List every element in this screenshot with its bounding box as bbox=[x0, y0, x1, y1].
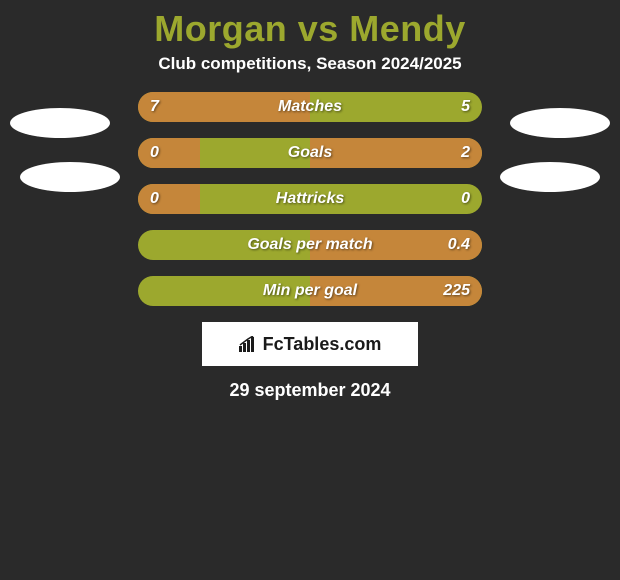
logo-text: FcTables.com bbox=[263, 334, 382, 355]
avatar-right-2 bbox=[500, 162, 600, 192]
stat-value-left: 0 bbox=[150, 144, 159, 162]
stat-value-right: 0 bbox=[461, 190, 470, 208]
stat-value-right: 5 bbox=[461, 98, 470, 116]
avatar-left-1 bbox=[10, 108, 110, 138]
stat-row: Min per goal 225 bbox=[138, 276, 482, 306]
avatar-left-2 bbox=[20, 162, 120, 192]
stat-row: 7 Matches 5 bbox=[138, 92, 482, 122]
stat-value-left: 0 bbox=[150, 190, 159, 208]
stat-row: 0 Goals 2 bbox=[138, 138, 482, 168]
stat-row: 0 Hattricks 0 bbox=[138, 184, 482, 214]
bar-fill-left bbox=[138, 138, 200, 168]
comparison-content: 7 Matches 5 0 Goals 2 0 Hattricks 0 Goals per mat… bbox=[0, 92, 620, 306]
stat-bars: 7 Matches 5 0 Goals 2 0 Hattricks 0 Goals per mat… bbox=[138, 92, 482, 306]
date-label: 29 september 2024 bbox=[0, 380, 620, 401]
page-title: Morgan vs Mendy bbox=[0, 0, 620, 54]
bar-fill-right bbox=[310, 138, 482, 168]
stat-label: Hattricks bbox=[276, 190, 344, 208]
stat-label: Min per goal bbox=[263, 282, 357, 300]
stat-value-right: 225 bbox=[443, 282, 470, 300]
subtitle: Club competitions, Season 2024/2025 bbox=[0, 54, 620, 92]
bar-fill-left bbox=[138, 184, 200, 214]
logo: FcTables.com bbox=[239, 334, 382, 355]
stat-label: Matches bbox=[278, 98, 342, 116]
stat-value-right: 2 bbox=[461, 144, 470, 162]
stat-label: Goals bbox=[288, 144, 332, 162]
avatar-right-1 bbox=[510, 108, 610, 138]
logo-box: FcTables.com bbox=[202, 322, 418, 366]
stat-value-left: 7 bbox=[150, 98, 159, 116]
chart-icon bbox=[239, 336, 259, 352]
stat-row: Goals per match 0.4 bbox=[138, 230, 482, 260]
stat-value-right: 0.4 bbox=[448, 236, 470, 254]
stat-label: Goals per match bbox=[247, 236, 372, 254]
